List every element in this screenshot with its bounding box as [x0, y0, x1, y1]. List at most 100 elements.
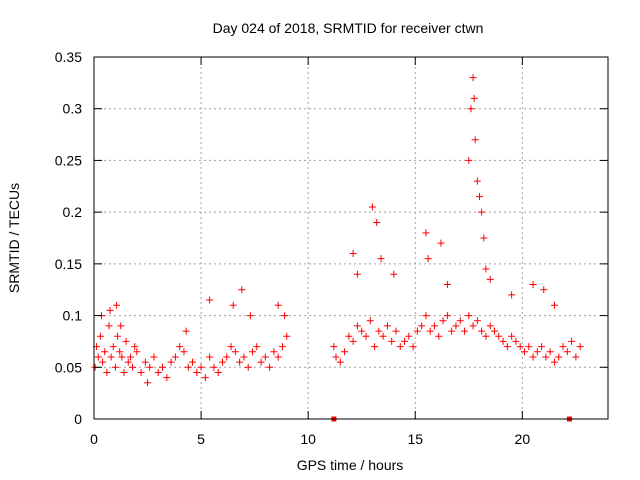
y-tick-label: 0.3 — [63, 101, 83, 117]
data-point — [210, 363, 218, 371]
chart-title: Day 024 of 2018, SRMTID for receiver ctw… — [213, 20, 484, 36]
data-point — [122, 337, 130, 345]
data-point — [480, 234, 488, 242]
data-point — [133, 348, 141, 356]
x-tick-label: 10 — [300, 431, 316, 447]
data-point — [465, 312, 473, 320]
data-point — [274, 301, 282, 309]
data-point — [375, 327, 383, 335]
data-point — [366, 317, 374, 325]
data-point — [341, 348, 349, 356]
data-point — [461, 327, 469, 335]
data-point — [137, 368, 145, 376]
data-point — [379, 332, 387, 340]
data-point — [238, 286, 246, 294]
data-point — [392, 327, 400, 335]
data-point — [141, 358, 149, 366]
data-point — [231, 348, 239, 356]
y-tick-label: 0.15 — [55, 256, 82, 272]
y-tick-label: 0.25 — [55, 152, 82, 168]
data-point — [266, 363, 274, 371]
data-point — [388, 337, 396, 345]
data-point — [426, 327, 434, 335]
data-point — [117, 322, 125, 330]
data-point — [144, 379, 152, 387]
data-point — [131, 343, 139, 351]
data-point — [358, 327, 366, 335]
data-point — [229, 301, 237, 309]
data-point — [542, 353, 550, 361]
data-point — [261, 353, 269, 361]
data-point — [377, 255, 385, 263]
data-point — [223, 353, 231, 361]
data-point — [508, 291, 516, 299]
data-point — [383, 322, 391, 330]
data-point — [116, 348, 124, 356]
data-point — [107, 353, 115, 361]
data-point — [563, 348, 571, 356]
data-point — [469, 74, 477, 82]
data-point — [529, 353, 537, 361]
data-point — [533, 348, 541, 356]
data-point — [154, 368, 162, 376]
data-point — [336, 358, 344, 366]
data-point — [176, 343, 184, 351]
data-point — [109, 343, 117, 351]
data-point — [422, 312, 430, 320]
data-point — [330, 343, 338, 351]
data-point — [486, 322, 494, 330]
data-point — [576, 343, 584, 351]
data-point — [106, 306, 114, 314]
data-point — [283, 332, 291, 340]
data-point — [439, 317, 447, 325]
data-point — [550, 301, 558, 309]
data-point — [456, 317, 464, 325]
data-point — [520, 348, 528, 356]
data-point — [435, 332, 443, 340]
data-point — [431, 322, 439, 330]
data-point — [146, 363, 154, 371]
data-point — [184, 363, 192, 371]
data-point — [246, 312, 254, 320]
data-point — [105, 322, 113, 330]
data-point — [278, 343, 286, 351]
data-point — [257, 358, 265, 366]
data-point — [555, 353, 563, 361]
data-point — [167, 358, 175, 366]
data-point — [197, 363, 205, 371]
data-point — [201, 374, 209, 382]
data-point — [111, 363, 119, 371]
data-point — [422, 229, 430, 237]
data-point — [409, 343, 417, 351]
data-point — [448, 327, 456, 335]
data-point — [473, 177, 481, 185]
data-point — [490, 327, 498, 335]
x-tick-label: 15 — [407, 431, 423, 447]
data-point — [94, 353, 102, 361]
data-point — [349, 250, 357, 258]
data-point — [401, 337, 409, 345]
data-point — [124, 358, 132, 366]
data-point — [546, 348, 554, 356]
data-point — [96, 332, 104, 340]
data-point — [443, 312, 451, 320]
data-point — [495, 332, 503, 340]
data-point — [452, 322, 460, 330]
data-point — [405, 332, 413, 340]
data-point — [353, 322, 361, 330]
data-point — [508, 332, 516, 340]
data-point — [189, 358, 197, 366]
data-point — [103, 368, 111, 376]
y-tick-label: 0.35 — [55, 49, 82, 65]
data-point — [368, 203, 376, 211]
data-point — [572, 353, 580, 361]
data-point — [465, 156, 473, 164]
data-point — [180, 348, 188, 356]
data-point — [529, 281, 537, 289]
data-point — [129, 363, 137, 371]
plot-frame — [93, 56, 609, 420]
data-point — [206, 296, 214, 304]
grid — [94, 57, 608, 419]
